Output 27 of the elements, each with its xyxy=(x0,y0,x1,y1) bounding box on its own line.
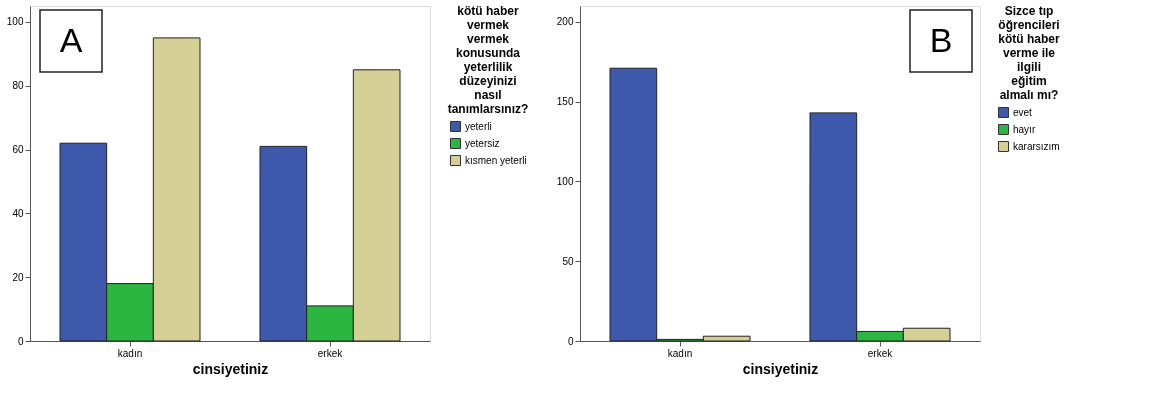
y-tick-label: 80 xyxy=(12,80,24,92)
y-tick-label: 100 xyxy=(556,175,574,187)
x-tick-label: erkek xyxy=(867,347,894,359)
y-tick-label: 40 xyxy=(12,207,24,219)
annotation: A xyxy=(59,21,83,59)
x-axis-title: cinsiyetiniz xyxy=(742,360,819,377)
y-tick-label: 60 xyxy=(12,144,24,156)
y-tick-label: 150 xyxy=(556,96,574,108)
legend-title: kötü haber vermek vermek konusunda yeterlilik düzeyinizi nasıl tanımlarsınız? xyxy=(447,4,529,116)
y-tick-label: 50 xyxy=(562,255,574,267)
y-tick-label: 100 xyxy=(6,16,24,28)
y-tick-label: 200 xyxy=(556,16,574,28)
legend-label: kısmen yeterli xyxy=(465,154,527,166)
x-axis-title: cinsiyetiniz xyxy=(192,360,269,377)
x-tick-label: erkek xyxy=(317,347,344,359)
legend-title: Sizce tıp öğrencileri kötü haber verme ile ilgili eğitim almalı mı? xyxy=(998,4,1060,102)
y-tick-label: 20 xyxy=(12,271,24,283)
legend-label: kararsızım xyxy=(1013,140,1060,152)
annotation: B xyxy=(929,21,953,59)
x-tick-label: kadın xyxy=(667,347,693,359)
legend-label: evet xyxy=(1013,106,1033,118)
y-tick-label: 0 xyxy=(17,335,24,347)
legend-label: yetersiz xyxy=(465,137,500,149)
legend-label: hayır xyxy=(1013,123,1036,135)
legend-label: yeterli xyxy=(465,120,492,132)
x-tick-label: kadın xyxy=(117,347,143,359)
y-tick-label: 0 xyxy=(567,335,574,347)
